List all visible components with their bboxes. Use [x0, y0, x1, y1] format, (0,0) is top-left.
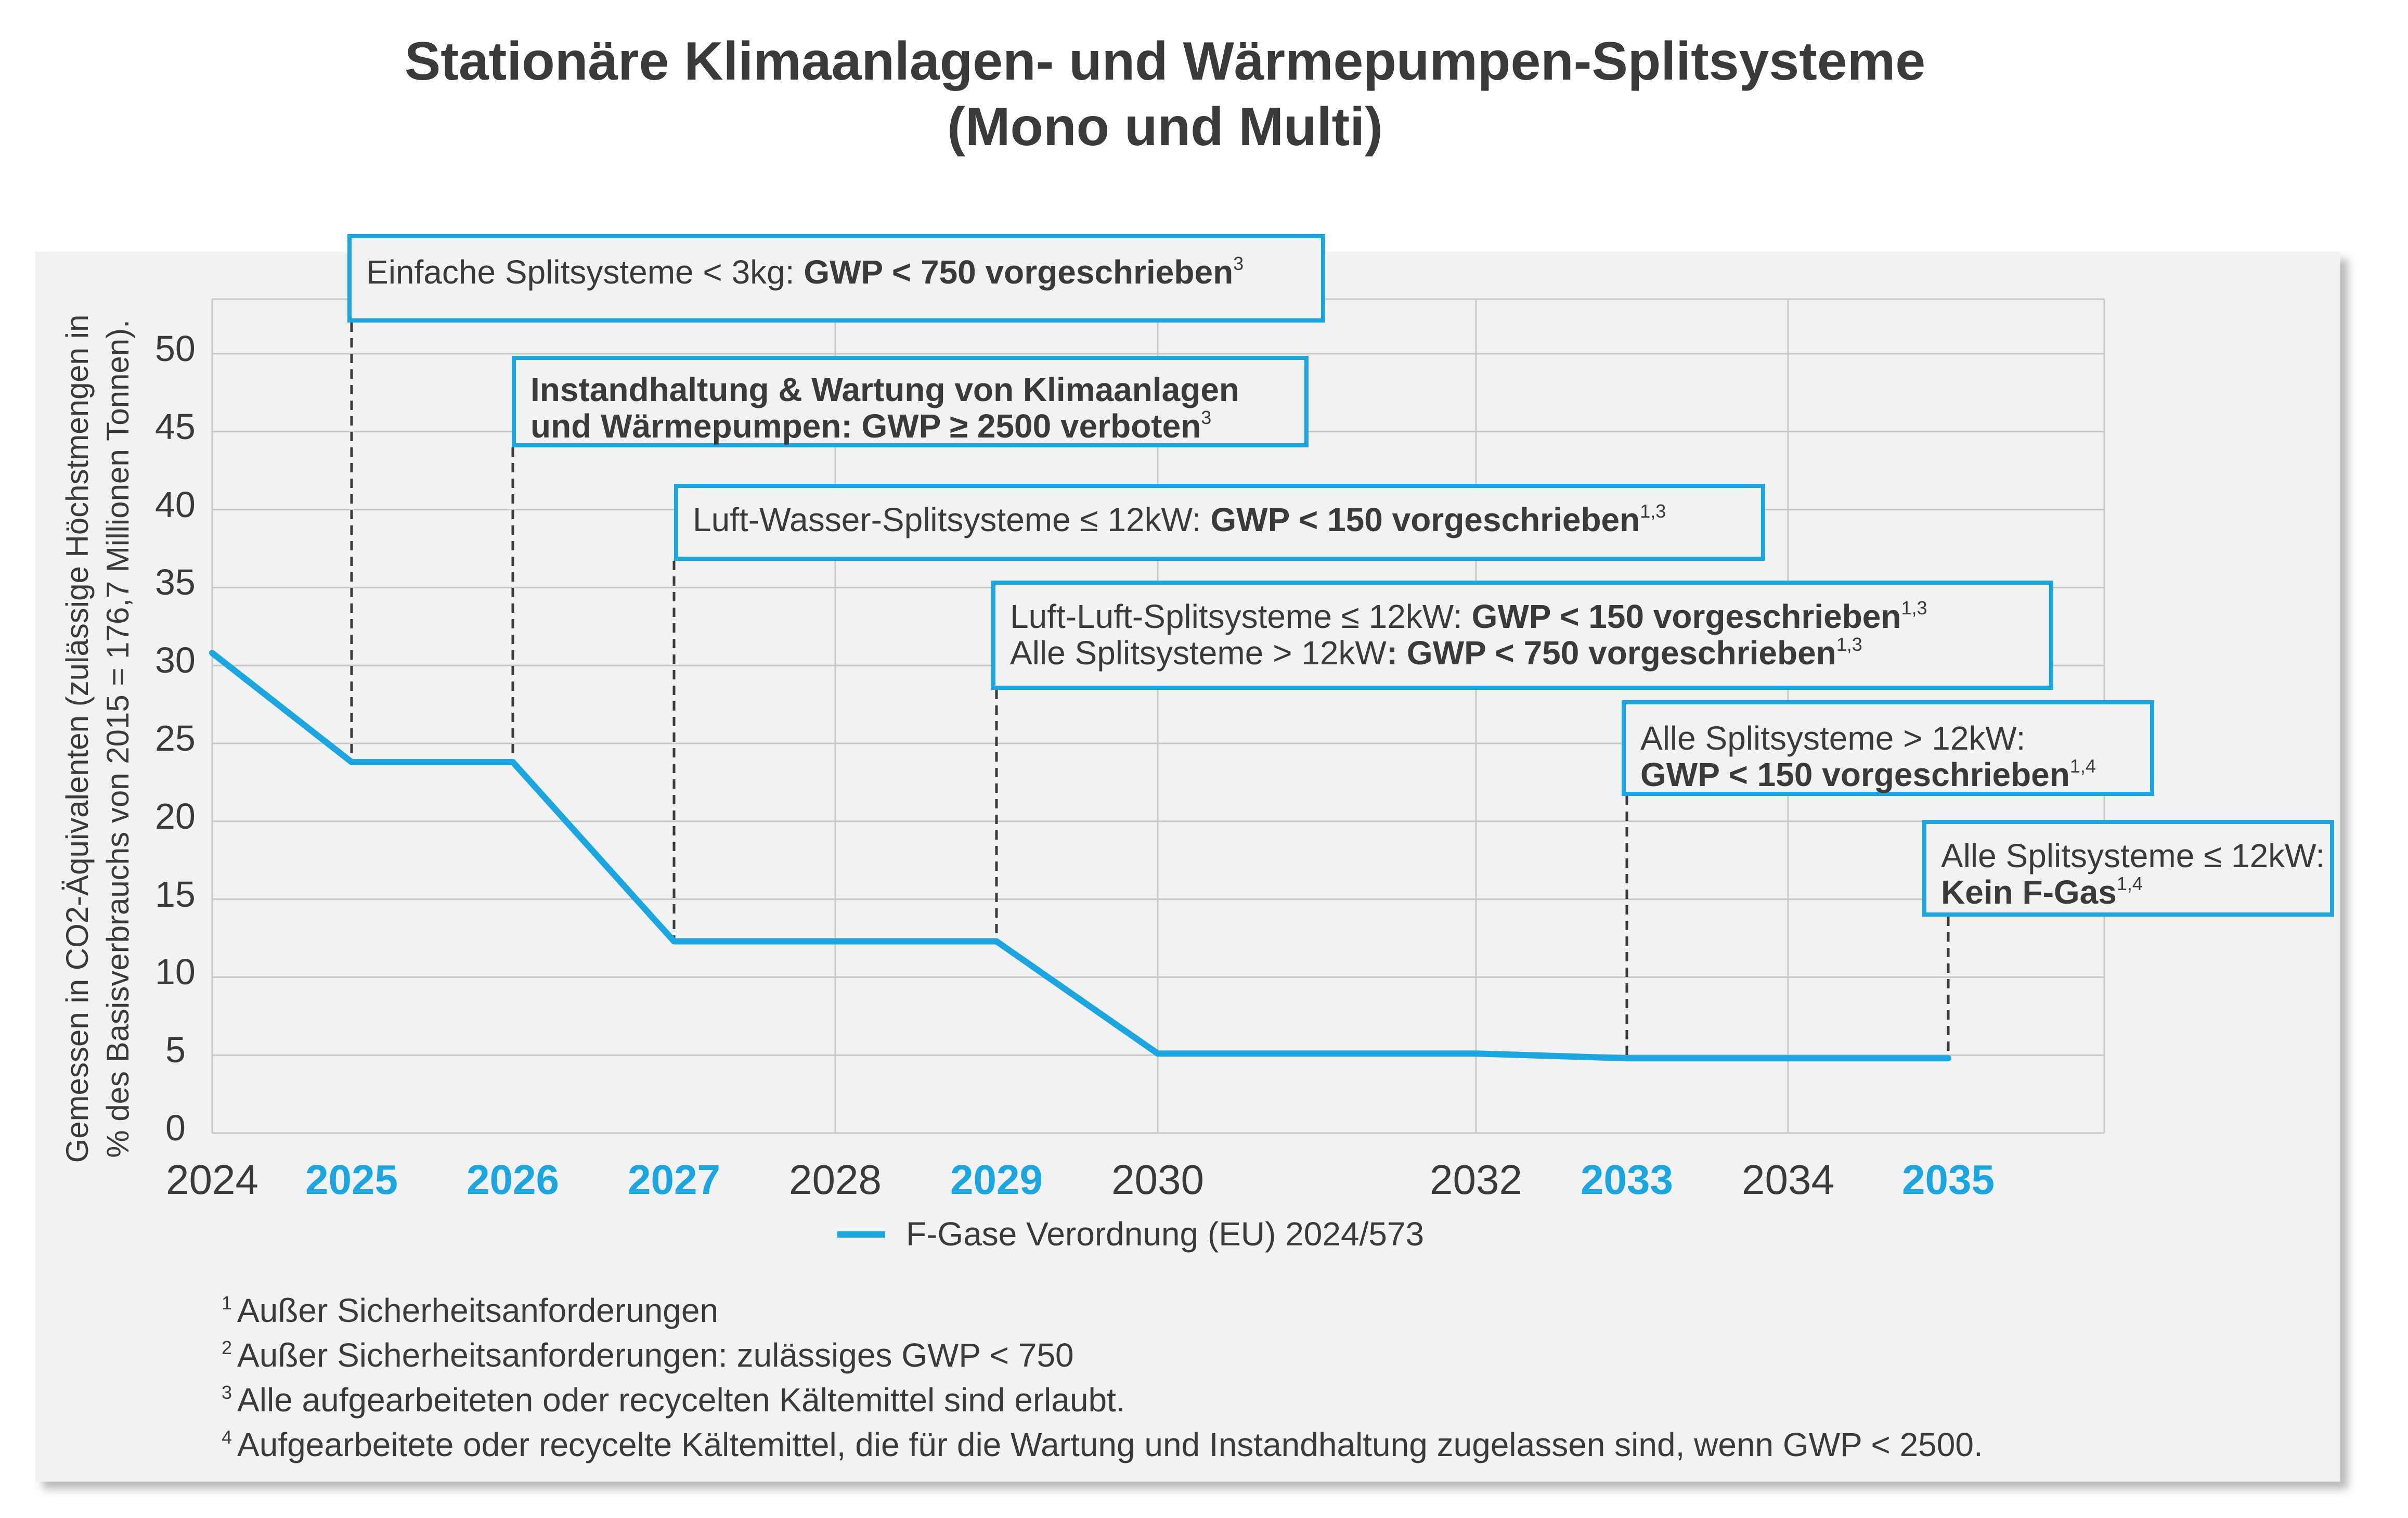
- annotation-2026-line1: Instandhaltung & Wartung von Klimaanlage…: [530, 371, 1239, 408]
- series-group: [209, 650, 1951, 1062]
- footnote-3-text: Alle aufgearbeiteten oder recycelten Käl…: [237, 1381, 1125, 1419]
- annotation-2033-line1: Alle Splitsysteme > 12kW:: [1640, 719, 2026, 757]
- footnote-2-num: 2: [222, 1337, 232, 1358]
- y-tick-label-25: 25: [155, 718, 196, 758]
- annotation-2035-sup: 1,4: [2116, 873, 2143, 894]
- annotation-2035-line1: Alle Splitsysteme ≤ 12kW:: [1941, 837, 2325, 874]
- annotation-2027-normal: Luft-Wasser-Splitsysteme ≤ 12kW:: [693, 501, 1211, 538]
- annotation-2029-line2-normal: Alle Splitsysteme > 12kW: [1010, 634, 1387, 672]
- annotation-2025: Einfache Splitsysteme < 3kg: GWP < 750 v…: [347, 234, 1325, 323]
- annotation-2029-line2-sup: 1,3: [1836, 634, 1862, 655]
- annotation-2026-line2: und Wärmepumpen: GWP ≥ 2500 verboten: [530, 407, 1201, 445]
- y-axis-title-line1: Gemessen in CO2-Äquivalenten (zulässige …: [60, 314, 95, 1163]
- x-tick-label-2027: 2027: [628, 1156, 720, 1203]
- y-tick-label-40: 40: [155, 484, 196, 525]
- footnote-4: 4 Aufgearbeitete oder recycelte Kältemitt…: [222, 1422, 1983, 1467]
- chart-title-line1: Stationäre Klimaanlagen- und Wärmepumpen…: [404, 31, 1926, 92]
- annotation-leader-lines: [350, 323, 1950, 1059]
- y-tick-label-35: 35: [155, 562, 196, 603]
- x-tick-label-2024: 2024: [166, 1156, 258, 1203]
- x-tick-label-2035: 2035: [1902, 1156, 1995, 1203]
- data-point-2024-0: [212, 652, 213, 654]
- x-tick-label-2026: 2026: [467, 1156, 559, 1203]
- annotation-2029-line2-bold: : GWP < 750 vorgeschrieben: [1386, 634, 1836, 672]
- y-tick-label-5: 5: [165, 1030, 186, 1071]
- annotation-2035-line2: Kein F-Gas: [1941, 873, 2117, 911]
- y-tick-label-10: 10: [155, 951, 196, 993]
- data-point-2030-5: [1157, 1053, 1158, 1054]
- data-point-2035-8: [1948, 1058, 1949, 1059]
- annotation-2029-line1-sup: 1,3: [1901, 597, 1927, 619]
- x-tick-label-2025: 2025: [305, 1156, 398, 1203]
- y-tick-label-45: 45: [155, 406, 196, 447]
- y-tick-label-30: 30: [155, 640, 196, 681]
- annotation-2029-line1-bold: GWP < 150 vorgeschrieben: [1471, 598, 1901, 635]
- x-tick-label-2029: 2029: [950, 1156, 1043, 1203]
- footnote-1-text: Außer Sicherheitsanforderungen: [237, 1292, 719, 1329]
- footnote-3: 3 Alle aufgearbeiteten oder recycelten Kä…: [222, 1378, 1983, 1422]
- footnotes: 1 Außer Sicherheitsanforderungen 2 Außer S…: [222, 1288, 1983, 1467]
- y-axis-title-line2: % des Basisverbrauchs von 2015 = 176,7 M…: [100, 319, 135, 1158]
- annotation-2027: Luft-Wasser-Splitsysteme ≤ 12kW: GWP < 1…: [674, 484, 1765, 561]
- x-tick-label-2032: 2032: [1430, 1156, 1522, 1203]
- data-point-2032-6: [1475, 1053, 1477, 1054]
- y-axis-title: Gemessen in CO2-Äquivalenten (zulässige …: [57, 297, 161, 1181]
- footnote-2: 2 Außer Sicherheitsanforderungen: zulässi…: [222, 1333, 1983, 1378]
- annotation-2033-sup: 1,4: [2069, 755, 2096, 777]
- chart-legend: F-Gase Verordnung (EU) 2024/573: [837, 1215, 1424, 1253]
- annotation-2026-sup: 3: [1201, 407, 1212, 428]
- data-point-2027-3: [674, 941, 675, 942]
- legend-swatch-line: [837, 1231, 885, 1238]
- footnote-2-text: Außer Sicherheitsanforderungen: zulässig…: [237, 1336, 1074, 1374]
- footnote-4-num: 4: [222, 1426, 232, 1448]
- annotation-2025-normal: Einfache Splitsysteme < 3kg:: [366, 253, 804, 291]
- x-tick-label-2034: 2034: [1742, 1156, 1834, 1203]
- y-tick-label-0: 0: [165, 1108, 186, 1148]
- chart-title: Stationäre Klimaanlagen- und Wärmepumpen…: [0, 29, 2330, 160]
- annotation-2025-sup: 3: [1233, 253, 1244, 274]
- annotation-2027-bold: GWP < 150 vorgeschrieben: [1210, 501, 1640, 538]
- footnote-4-text: Aufgearbeitete oder recycelte Kältemitte…: [237, 1426, 1983, 1463]
- chart-title-line2: (Mono und Multi): [947, 97, 1383, 157]
- footnote-1: 1 Außer Sicherheitsanforderungen: [222, 1288, 1983, 1333]
- y-tick-label-50: 50: [155, 328, 196, 369]
- annotation-2025-bold: GWP < 750 vorgeschrieben: [804, 253, 1234, 291]
- data-point-2025-1: [351, 761, 352, 763]
- footnote-3-num: 3: [222, 1382, 232, 1403]
- y-tick-label-20: 20: [155, 795, 196, 837]
- annotation-2027-sup: 1,3: [1640, 500, 1666, 522]
- data-point-2026-2: [512, 761, 513, 763]
- annotation-2026: Instandhaltung & Wartung von Klimaanlage…: [512, 356, 1309, 447]
- data-point-2029-4: [996, 941, 997, 942]
- annotation-2033-line2: GWP < 150 vorgeschrieben: [1640, 756, 2070, 793]
- annotation-2033: Alle Splitsysteme > 12kW: GWP < 150 vorg…: [1622, 700, 2154, 796]
- x-tick-label-2033: 2033: [1581, 1156, 1673, 1203]
- data-point-2033-7: [1626, 1058, 1627, 1059]
- legend-label: F-Gase Verordnung (EU) 2024/573: [906, 1215, 1425, 1253]
- footnote-1-num: 1: [222, 1292, 232, 1314]
- y-tick-label-15: 15: [155, 873, 196, 915]
- annotation-2035: Alle Splitsysteme ≤ 12kW: Kein F-Gas1,4: [1922, 820, 2334, 917]
- x-tick-label-2030: 2030: [1111, 1156, 1204, 1203]
- annotation-2029: Luft-Luft-Splitsysteme ≤ 12kW: GWP < 150…: [991, 581, 2053, 690]
- x-tick-label-2028: 2028: [789, 1156, 882, 1203]
- annotation-2029-line1-normal: Luft-Luft-Splitsysteme ≤ 12kW:: [1010, 598, 1472, 635]
